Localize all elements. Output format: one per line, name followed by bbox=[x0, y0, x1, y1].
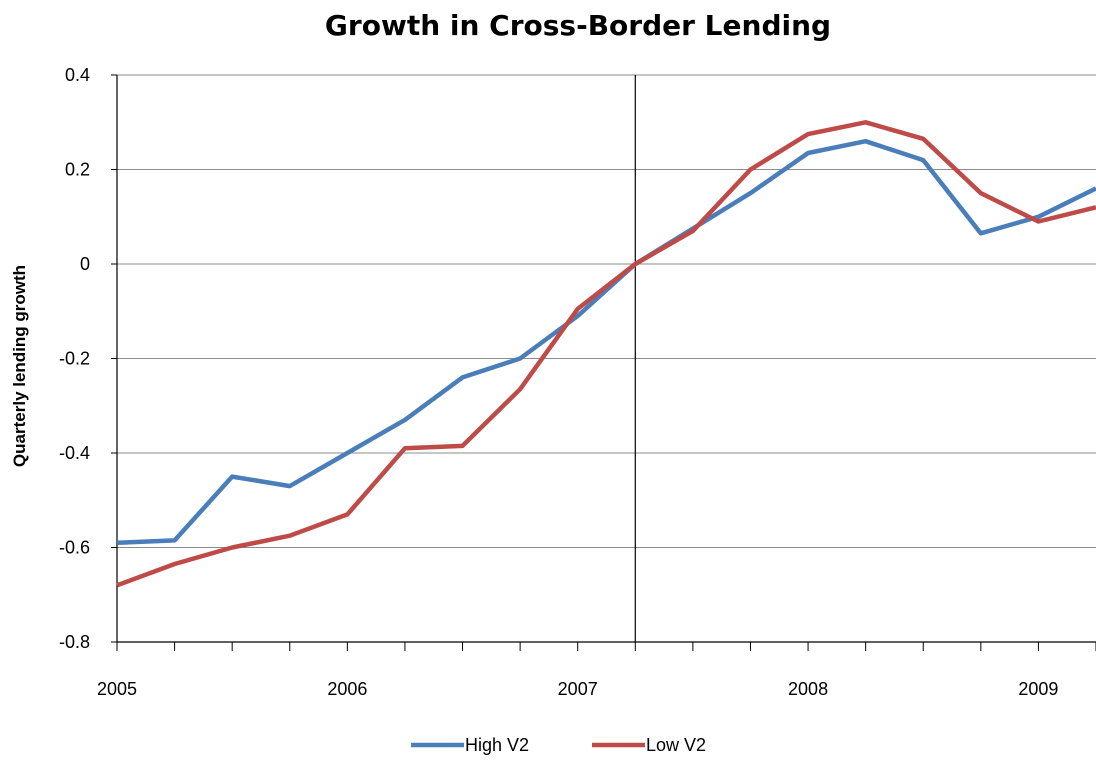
x-tick-label: 2007 bbox=[558, 679, 598, 699]
y-axis-label: Quarterly lending growth bbox=[10, 265, 29, 467]
y-tick-label: -0.6 bbox=[59, 538, 90, 558]
series-line-low-v2 bbox=[116, 120, 1096, 588]
axes bbox=[111, 74, 1096, 651]
series-line-high-v2 bbox=[116, 138, 1096, 546]
x-tick-label: 2005 bbox=[97, 679, 137, 699]
y-tick-label: -0.2 bbox=[59, 349, 90, 369]
chart-title: Growth in Cross-Border Lending bbox=[325, 9, 831, 42]
y-tick-label: 0.4 bbox=[65, 65, 90, 85]
x-tick-label: 2008 bbox=[788, 679, 828, 699]
gridlines bbox=[117, 74, 1096, 548]
legend-label: High V2 bbox=[465, 735, 529, 755]
x-tick-label: 2006 bbox=[327, 679, 367, 699]
y-tick-label: 0.2 bbox=[65, 160, 90, 180]
y-tick-label: -0.8 bbox=[59, 632, 90, 652]
x-tick-label: 2009 bbox=[1018, 679, 1058, 699]
y-tick-label: -0.4 bbox=[59, 443, 90, 463]
legend-label: Low V2 bbox=[646, 735, 706, 755]
y-tick-label: 0 bbox=[80, 254, 90, 274]
y-tick-labels: 0.4 0.2 0 -0.2 -0.4 -0.6 -0.8 bbox=[59, 65, 90, 652]
legend: High V2 Low V2 bbox=[411, 735, 706, 755]
x-tick-labels: 2005 2006 2007 2008 2009 bbox=[97, 679, 1058, 699]
series-lines bbox=[116, 120, 1096, 588]
